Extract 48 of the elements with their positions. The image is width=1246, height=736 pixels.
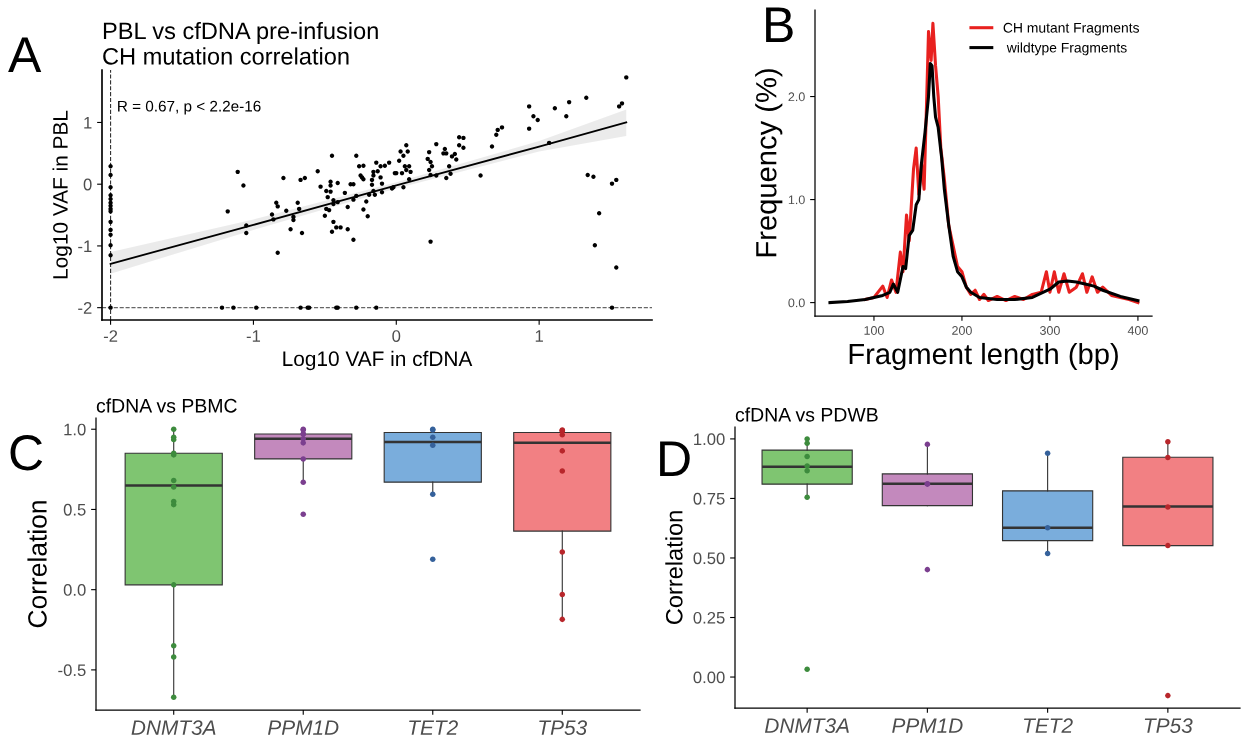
x-tick-label: -1	[246, 330, 261, 342]
chart-title: PBL vs cfDNA pre-infusion CH mutation correlation	[103, 21, 378, 65]
x-tick-label: PPM1D	[267, 720, 339, 735]
x-tick-label: TET2	[409, 720, 458, 735]
x-tick-label: 0	[392, 330, 401, 342]
y-axis-title: Correlation	[665, 511, 683, 625]
text: B	[766, 7, 793, 42]
y-axis-title: Frequency (%)	[755, 69, 783, 257]
x-tick-label: PPM1D	[892, 718, 963, 733]
y-tick-label: 0.75	[693, 492, 725, 505]
y-tick-label: 0.0	[788, 298, 805, 308]
x-axis-title: Log10 VAF in cfDNA	[283, 350, 473, 371]
y-tick-label: 1.0	[64, 423, 86, 436]
y-tick-label: 1	[84, 117, 92, 129]
x-axis-title: Fragment length (bp)	[849, 342, 1118, 371]
x-tick-label: 300	[1039, 326, 1060, 335]
x-tick-label: 200	[952, 326, 972, 335]
annotation: R = 0.67, p < 2.2e-16	[118, 100, 261, 115]
x-tick-label: DNMT3A	[131, 720, 216, 736]
text: A	[8, 37, 42, 72]
x-tick-label: 1	[535, 330, 543, 342]
y-tick-label: -0.5	[58, 664, 86, 677]
x-tick-label: TP53	[1144, 718, 1193, 734]
chart-title: cfDNA vs PDWB	[735, 407, 878, 422]
y-tick-label: -2	[78, 302, 92, 314]
y-tick-label: 1.0	[788, 195, 805, 205]
y-axis-title: Log10 VAF in PBL	[52, 110, 72, 279]
text: D	[660, 441, 690, 476]
x-tick-label: -2	[103, 330, 118, 342]
legend-label: wildtype Fragments	[1006, 42, 1127, 56]
y-tick-label: 0.0	[63, 584, 86, 596]
chart-title: cfDNA vs PBMC	[96, 398, 237, 413]
legend-label: CH mutant Fragments	[1003, 22, 1140, 36]
y-tick-label: -1	[78, 240, 92, 252]
x-tick-label: 400	[1127, 326, 1148, 335]
y-tick-label: 0.5	[63, 503, 86, 516]
x-tick-label: DNMT3A	[764, 718, 849, 734]
y-tick-label: 0.25	[693, 611, 725, 624]
x-tick-label: TP53	[539, 720, 587, 736]
y-axis-title: Correlation	[27, 501, 47, 628]
y-tick-label: 2.0	[788, 92, 805, 102]
y-tick-label: 0.00	[693, 671, 725, 684]
text: C	[10, 435, 43, 471]
x-tick-label: TET2	[1024, 718, 1073, 733]
y-tick-label: 0	[83, 178, 92, 191]
y-tick-label: 1.00	[694, 433, 725, 446]
y-tick-label: 0.50	[693, 552, 725, 565]
x-tick-label: 100	[864, 326, 884, 335]
